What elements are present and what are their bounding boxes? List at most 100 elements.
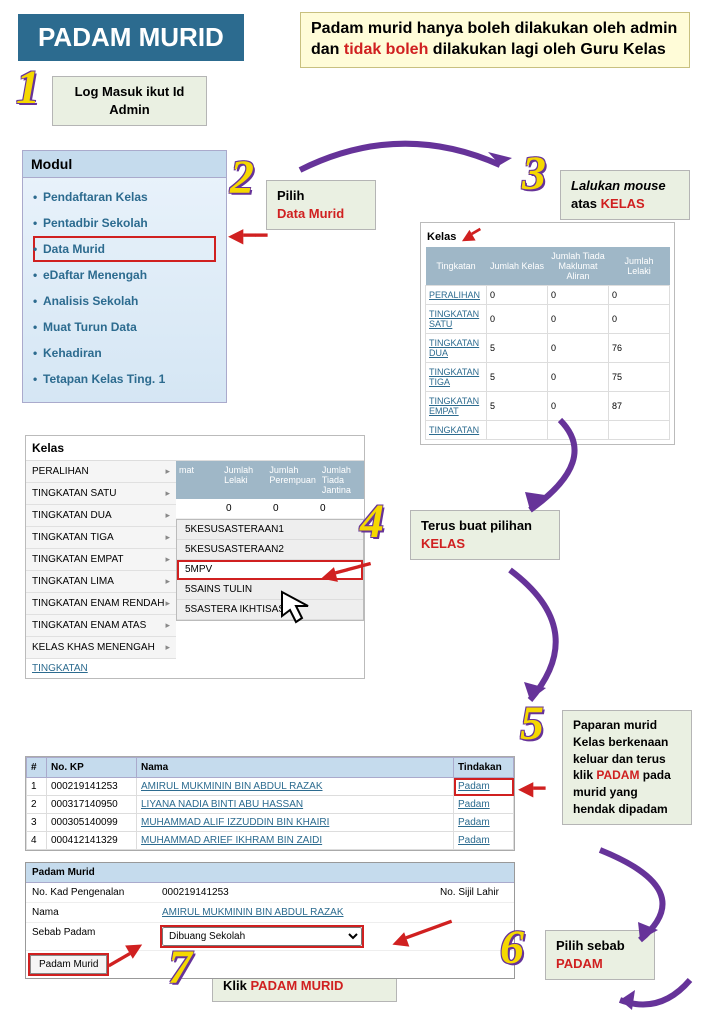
modul-item[interactable]: Muat Turun Data xyxy=(33,314,216,340)
cell: 0 xyxy=(548,334,609,363)
cell: 0 xyxy=(223,499,270,519)
col-header: Jumlah Kelas xyxy=(487,247,548,286)
menu-item[interactable]: TINGKATAN TIGA xyxy=(26,527,176,549)
modul-panel: Modul Pendaftaran Kelas Pentadbir Sekola… xyxy=(22,150,227,403)
i2-text: Pilih xyxy=(277,188,304,203)
student-name-link[interactable]: AMIRUL MUKMININ BIN ABDUL RAZAK xyxy=(137,778,454,796)
menu-item[interactable]: KELAS KHAS MENENGAH xyxy=(26,637,176,659)
cell-link[interactable]: TINGKATAN DUA xyxy=(426,334,487,363)
i3-text2: atas xyxy=(571,196,601,211)
i5-red: PADAM xyxy=(596,768,639,782)
cell: 0 xyxy=(609,286,670,305)
cell: 0 xyxy=(548,363,609,392)
kelas-dd-label[interactable]: Kelas xyxy=(26,436,364,461)
padam-link[interactable]: Padam xyxy=(454,814,514,832)
modul-item[interactable]: Pendaftaran Kelas xyxy=(33,184,216,210)
col-header: Jumlah Perempuan xyxy=(266,461,319,499)
student-name-link[interactable]: LIYANA NADIA BINTI ABU HASSAN xyxy=(137,796,454,814)
modul-list: Pendaftaran Kelas Pentadbir Sekolah Data… xyxy=(23,178,226,402)
modul-item[interactable]: eDaftar Menengah xyxy=(33,262,216,288)
cell: 0 xyxy=(487,305,548,334)
i6-red: PADAM xyxy=(556,956,603,971)
col-header: No. KP xyxy=(47,758,137,778)
col-header: Jumlah Lelaki xyxy=(221,461,266,499)
cell-link[interactable]: TINGKATAN SATU xyxy=(426,305,487,334)
modul-item-data-murid[interactable]: Data Murid xyxy=(33,236,216,262)
cell-link[interactable]: TINGKATAN EMPAT xyxy=(426,392,487,421)
col-header: Nama xyxy=(137,758,454,778)
col-header: Jumlah Tiada Maklumat Aliran xyxy=(548,247,609,286)
cell: 000305140099 xyxy=(47,814,137,832)
submenu-item[interactable]: 5SASTERA IKHTISAS xyxy=(177,600,363,620)
student-table: # No. KP Nama Tindakan 1 000219141253 AM… xyxy=(25,756,515,851)
cell: 1 xyxy=(27,778,47,796)
arrow-curve-icon xyxy=(570,840,709,950)
instruction-1: Log Masuk ikut Id Admin xyxy=(52,76,207,126)
menu-item[interactable]: TINGKATAN EMPAT xyxy=(26,549,176,571)
submenu-item[interactable]: 5KESUSASTERAAN2 xyxy=(177,540,363,560)
i7-text: Klik xyxy=(223,978,250,993)
i7-red: PADAM MURID xyxy=(250,978,343,993)
cell-link[interactable]: TINGKATAN TIGA xyxy=(426,363,487,392)
arrow-curve-icon xyxy=(610,970,700,1020)
col-header: Jumlah Lelaki xyxy=(609,247,670,286)
step-number-2: 2 xyxy=(230,150,254,205)
warning-text-red: tidak boleh xyxy=(344,41,428,58)
cell: 000219141253 xyxy=(47,778,137,796)
modul-item[interactable]: Kehadiran xyxy=(33,340,216,366)
menu-item[interactable]: TINGKATAN DUA xyxy=(26,505,176,527)
menu-item[interactable]: TINGKATAN ENAM ATAS xyxy=(26,615,176,637)
submenu-item[interactable]: 5KESUSASTERAAN1 xyxy=(177,520,363,540)
padam-link[interactable]: Padam xyxy=(454,832,514,850)
col-header: Jumlah Tiada Jantina xyxy=(319,461,364,499)
cursor-icon xyxy=(278,588,314,624)
padam-murid-button[interactable]: Padam Murid xyxy=(30,955,107,974)
modul-item[interactable]: Pentadbir Sekolah xyxy=(33,210,216,236)
student-name-link[interactable]: MUHAMMAD ARIEF IKHRAM BIN ZAIDI xyxy=(137,832,454,850)
sebab-padam-select[interactable]: Dibuang Sekolah xyxy=(162,927,362,946)
menu-item[interactable]: TINGKATAN LIMA xyxy=(26,571,176,593)
step-number-5: 5 xyxy=(520,696,544,751)
modul-item[interactable]: Analisis Sekolah xyxy=(33,288,216,314)
arrow-curve-icon xyxy=(290,130,520,190)
i3-red: KELAS xyxy=(601,196,645,211)
menu-item[interactable]: PERALIHAN xyxy=(26,461,176,483)
student-name-link[interactable]: MUHAMMAD ALIF IZZUDDIN BIN KHAIRI xyxy=(137,814,454,832)
step-number-4: 4 xyxy=(360,494,384,549)
cell: 3 xyxy=(27,814,47,832)
padam-link[interactable]: Padam xyxy=(454,778,514,796)
step-number-6: 6 xyxy=(500,920,524,975)
tingkatan-link[interactable]: TINGKATAN xyxy=(26,659,364,678)
form-header: Padam Murid xyxy=(26,863,514,883)
cell: 000317140950 xyxy=(47,796,137,814)
arrow-curve-icon xyxy=(490,410,610,530)
col-header: Tingkatan xyxy=(426,247,487,286)
cell xyxy=(609,421,670,440)
col-header: Tindakan xyxy=(454,758,514,778)
i2-red: Data Murid xyxy=(277,206,344,221)
cell: 0 xyxy=(609,305,670,334)
menu-item[interactable]: TINGKATAN SATU xyxy=(26,483,176,505)
modul-item[interactable]: Tetapan Kelas Ting. 1 xyxy=(33,366,216,392)
cell: 4 xyxy=(27,832,47,850)
tingkatan-menu: PERALIHAN TINGKATAN SATU TINGKATAN DUA T… xyxy=(26,461,176,659)
cell: 0 xyxy=(548,286,609,305)
instruction-3: Lalukan mouse atas KELAS xyxy=(560,170,690,220)
menu-item[interactable]: TINGKATAN ENAM RENDAH xyxy=(26,593,176,615)
value-nama[interactable]: AMIRUL MUKMININ BIN ABDUL RAZAK xyxy=(156,903,514,922)
label-kp: No. Kad Pengenalan xyxy=(26,883,156,902)
label-nama: Nama xyxy=(26,903,156,922)
cell: 5 xyxy=(487,334,548,363)
label-sijil: No. Sijil Lahir xyxy=(434,883,514,902)
cell: 0 xyxy=(487,286,548,305)
cell: 76 xyxy=(609,334,670,363)
cell: 0 xyxy=(548,305,609,334)
i3-text: Lalukan mouse xyxy=(571,178,666,193)
instruction-5: Paparan murid Kelas berkenaan keluar dan… xyxy=(562,710,692,825)
cell: 75 xyxy=(609,363,670,392)
col-header: mat xyxy=(176,461,221,499)
cell-link[interactable]: PERALIHAN xyxy=(426,286,487,305)
padam-link[interactable]: Padam xyxy=(454,796,514,814)
cell: 5 xyxy=(487,363,548,392)
cell-link[interactable]: TINGKATAN xyxy=(426,421,487,440)
